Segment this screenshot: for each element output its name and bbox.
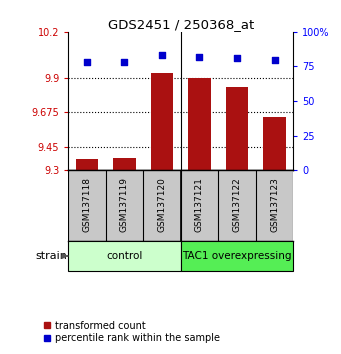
Legend: transformed count, percentile rank within the sample: transformed count, percentile rank withi…	[39, 317, 223, 347]
Text: GSM137120: GSM137120	[158, 177, 166, 232]
Text: GSM137123: GSM137123	[270, 177, 279, 232]
Point	[84, 59, 90, 65]
Point	[159, 52, 165, 58]
Text: GSM137119: GSM137119	[120, 177, 129, 232]
Bar	[181, 241, 293, 271]
Bar	[263, 117, 286, 170]
Bar	[76, 159, 98, 170]
Text: GSM137118: GSM137118	[83, 177, 91, 232]
Point	[122, 59, 127, 65]
Point	[272, 57, 277, 62]
Bar	[151, 73, 173, 170]
Bar	[226, 87, 248, 170]
Text: GSM137121: GSM137121	[195, 177, 204, 232]
Title: GDS2451 / 250368_at: GDS2451 / 250368_at	[108, 18, 254, 31]
Text: control: control	[106, 251, 143, 261]
Text: GSM137122: GSM137122	[233, 177, 241, 232]
Bar	[188, 78, 211, 170]
Bar	[113, 158, 136, 170]
Point	[197, 54, 202, 59]
Bar	[68, 241, 181, 271]
Text: strain: strain	[35, 251, 68, 261]
Text: TAC1 overexpressing: TAC1 overexpressing	[182, 251, 292, 261]
Point	[234, 55, 240, 61]
